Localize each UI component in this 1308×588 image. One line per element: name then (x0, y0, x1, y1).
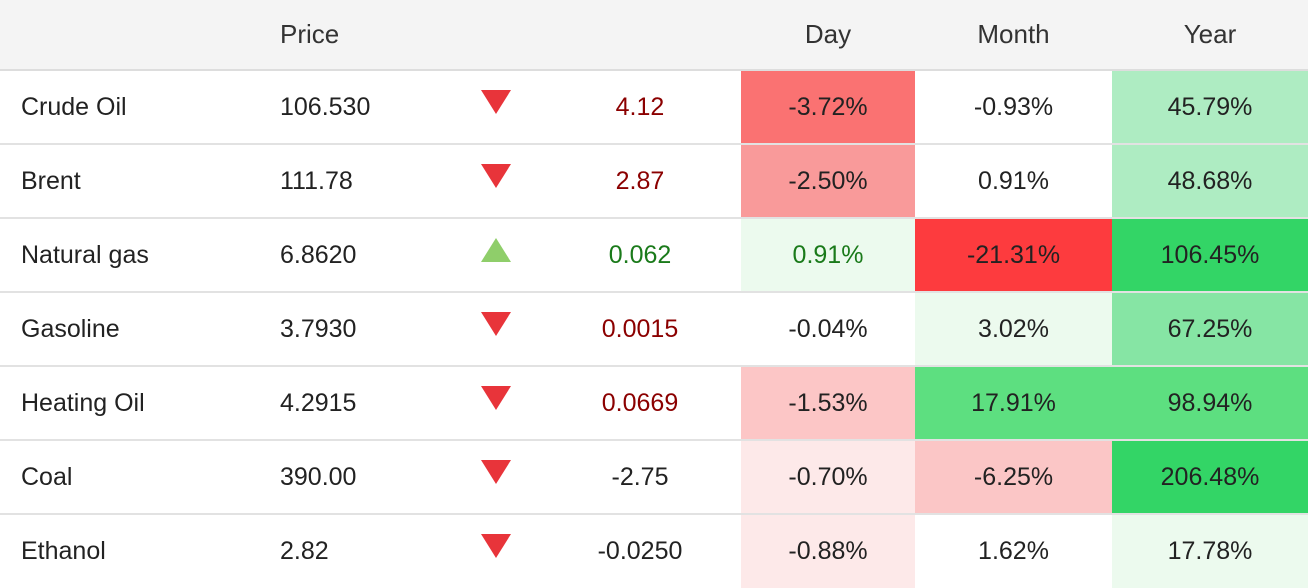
change-cell: -0.0250 (597, 537, 683, 565)
triangle-down-icon (481, 534, 511, 559)
price-cell: 2.82 (280, 537, 329, 565)
header-name-cell (0, 0, 262, 71)
direction-cell (457, 144, 539, 219)
triangle-down-icon (481, 459, 511, 484)
day-percent-cell: -1.53% (741, 366, 915, 441)
year-percent-cell: 17.78% (1112, 514, 1308, 588)
change-cell: -2.75 (539, 440, 741, 515)
triangle-down-icon (481, 385, 511, 410)
month-percent-cell: -6.25% (915, 440, 1112, 515)
table-row[interactable]: Brent 111.78 2.87 -2.50% 0.91% 48.68% (0, 144, 1308, 219)
day-percent-cell: -2.50% (741, 144, 915, 219)
header-arrow-cell (457, 0, 539, 71)
triangle-down-icon (481, 311, 511, 336)
year-percent-cell: 106.45% (1112, 218, 1308, 293)
day-percent-cell: -0.88% (741, 514, 915, 588)
change-cell: 0.0015 (539, 292, 741, 367)
header-month[interactable]: Month (915, 0, 1112, 71)
header-price[interactable]: Price (262, 0, 457, 71)
direction-cell (457, 292, 539, 367)
commodity-name-link[interactable]: Gasoline (0, 292, 262, 367)
price-cell: 111.78 (262, 144, 457, 219)
table-row[interactable]: Ethanol 2.82 -0.0250 -0.88% 1.62% 17.78% (0, 514, 1308, 588)
table-row[interactable]: Gasoline 3.7930 0.0015 -0.04% 3.02% 67.25% (0, 292, 1308, 367)
month-percent-cell: 0.91% (915, 144, 1112, 219)
header-change-cell (539, 0, 741, 71)
year-percent-cell: 67.25% (1112, 292, 1308, 367)
month-percent-cell: -0.93% (915, 70, 1112, 145)
price-cell: 390.00 (262, 440, 457, 515)
table-row[interactable]: Natural gas 6.8620 0.062 0.91% -21.31% 106.45… (0, 218, 1308, 293)
day-percent-cell: -0.70% (741, 440, 915, 515)
commodity-name-link[interactable]: Ethanol (21, 537, 106, 565)
table-header-row: Price Day Month Year (0, 0, 1308, 71)
year-percent-cell: 48.68% (1112, 144, 1308, 219)
day-percent-cell: -0.04% (741, 292, 915, 367)
commodity-name-link[interactable]: Heating Oil (0, 366, 262, 441)
change-cell: 0.0669 (539, 366, 741, 441)
header-day[interactable]: Day (741, 0, 915, 71)
header-year[interactable]: Year (1112, 0, 1308, 71)
year-percent-cell: 45.79% (1112, 70, 1308, 145)
change-cell: 4.12 (539, 70, 741, 145)
direction-cell (457, 366, 539, 441)
day-percent-cell: 0.91% (741, 218, 915, 293)
table-row[interactable]: Crude Oil 106.530 4.12 -3.72% -0.93% 45.79% (0, 70, 1308, 145)
table-row[interactable]: Heating Oil 4.2915 0.0669 -1.53% 17.91% 98.94… (0, 366, 1308, 441)
month-percent-cell: 3.02% (915, 292, 1112, 367)
direction-cell (457, 218, 539, 293)
price-cell: 106.530 (262, 70, 457, 145)
commodity-name-link[interactable]: Brent (0, 144, 262, 219)
direction-cell (457, 514, 539, 588)
month-percent-cell: 1.62% (915, 514, 1112, 588)
table-row[interactable]: Coal 390.00 -2.75 -0.70% -6.25% 206.48% (0, 440, 1308, 515)
price-cell: 6.8620 (262, 218, 457, 293)
commodity-name-link[interactable]: Crude Oil (0, 70, 262, 145)
change-cell: 0.062 (539, 218, 741, 293)
month-percent-cell: 17.91% (915, 366, 1112, 441)
table-body: Crude Oil 106.530 4.12 -3.72% -0.93% 45.79% Br… (0, 70, 1308, 588)
commodity-name-link[interactable]: Natural gas (0, 218, 262, 293)
price-cell: 4.2915 (262, 366, 457, 441)
direction-cell (457, 440, 539, 515)
year-percent-cell: 98.94% (1112, 366, 1308, 441)
direction-cell (457, 70, 539, 145)
year-percent-cell: 206.48% (1112, 440, 1308, 515)
month-percent-cell: -21.31% (915, 218, 1112, 293)
triangle-up-icon (481, 237, 511, 262)
price-cell: 3.7930 (262, 292, 457, 367)
triangle-down-icon (481, 89, 511, 114)
day-percent-cell: -3.72% (741, 70, 915, 145)
change-cell: 2.87 (539, 144, 741, 219)
commodity-name-link[interactable]: Coal (0, 440, 262, 515)
triangle-down-icon (481, 163, 511, 188)
